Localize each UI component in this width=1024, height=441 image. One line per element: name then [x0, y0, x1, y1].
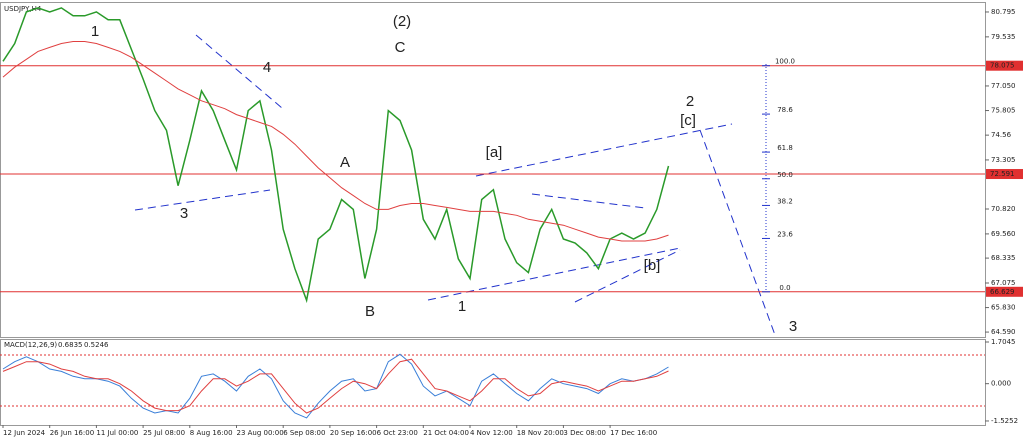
level-label: 78.075 — [990, 62, 1015, 70]
x-tick-label: 4 Nov 12:00 — [470, 429, 513, 437]
fib-label: 0.0 — [779, 284, 790, 292]
trendline — [531, 193, 646, 209]
macd-frame — [0, 339, 986, 426]
y-tick-label: 64.590 — [991, 328, 1016, 336]
wave-label: 1 — [458, 298, 466, 315]
y-tick-label: 0.000 — [991, 380, 1011, 388]
y-tick-label: 67.075 — [991, 279, 1016, 287]
y-tick-label: 1.7045 — [991, 338, 1016, 346]
y-tick-label: -1.5252 — [991, 417, 1018, 425]
x-tick-label: 11 Jul 00:00 — [96, 429, 138, 437]
series-line — [2, 41, 669, 242]
y-tick-label: 79.535 — [991, 33, 1016, 41]
y-tick-label: 70.820 — [991, 205, 1016, 213]
macd-value: 0.6835 — [58, 341, 83, 349]
wave-label: 4 — [263, 59, 271, 76]
x-tick-label: 6 Oct 23:00 — [377, 429, 418, 437]
fib-label: 50.0 — [777, 171, 793, 179]
y-tick-label: 69.560 — [991, 230, 1016, 238]
x-tick-label: 18 Nov 20:00 — [517, 429, 564, 437]
series-line — [2, 358, 669, 414]
main-frame — [0, 2, 986, 338]
level-label: 72.591 — [990, 170, 1015, 178]
fib-label: 38.2 — [777, 197, 793, 205]
wave-label: 2 — [686, 93, 694, 110]
y-tick-label: 77.050 — [991, 82, 1016, 90]
level-label-box — [986, 286, 1023, 297]
y-tick-label: 73.305 — [991, 156, 1016, 164]
fib-label: 23.6 — [777, 230, 793, 238]
wave-label: B — [365, 303, 375, 320]
x-tick-label: 21 Oct 04:00 — [423, 429, 469, 437]
y-tick-label: 65.830 — [991, 304, 1016, 312]
level-label-box — [986, 60, 1023, 71]
macd-title: MACD(12,26,9) — [4, 341, 57, 349]
y-tick-label: 68.335 — [991, 254, 1016, 262]
fib-label: 100.0 — [775, 58, 795, 66]
wave-label: 3 — [180, 205, 188, 222]
y-tick-label: 74.56 — [991, 131, 1012, 139]
trendline — [475, 123, 733, 177]
trendline — [134, 189, 271, 211]
series-line — [2, 353, 669, 419]
wave-label: (2) — [393, 13, 411, 30]
fib-label: 78.6 — [777, 106, 793, 114]
wave-label: 3 — [789, 318, 797, 335]
chart-title: USDJPY,H4 — [4, 5, 42, 13]
wave-label: A — [340, 154, 350, 171]
wave-label: [a] — [486, 144, 503, 161]
trendline — [574, 249, 681, 303]
signal-value: 0.5246 — [84, 341, 109, 349]
x-tick-label: 25 Jul 08:00 — [143, 429, 185, 437]
wave-label: [c] — [680, 112, 696, 129]
x-tick-label: 8 Aug 16:00 — [190, 429, 233, 437]
trendline — [195, 34, 283, 109]
x-tick-label: 6 Sep 08:00 — [283, 429, 325, 437]
trendline — [699, 129, 776, 336]
x-tick-label: 17 Dec 16:00 — [610, 429, 657, 437]
y-tick-label: 80.795 — [991, 8, 1016, 16]
trendlines — [134, 34, 776, 336]
y-tick-label: 75.805 — [991, 107, 1016, 115]
wave-label: [b] — [644, 257, 661, 274]
x-tick-label: 3 Dec 08:00 — [563, 429, 606, 437]
wave-label: C — [395, 39, 406, 56]
x-tick-label: 26 Jun 16:00 — [50, 429, 94, 437]
level-label-box — [986, 169, 1023, 180]
level-label: 66.629 — [990, 288, 1015, 296]
fib-label: 61.8 — [777, 144, 793, 152]
x-tick-label: 12 Jun 2024 — [3, 429, 46, 437]
x-tick-label: 20 Sep 16:00 — [330, 429, 377, 437]
x-tick-label: 23 Aug 00:00 — [237, 429, 284, 437]
wave-label: 1 — [91, 23, 99, 40]
